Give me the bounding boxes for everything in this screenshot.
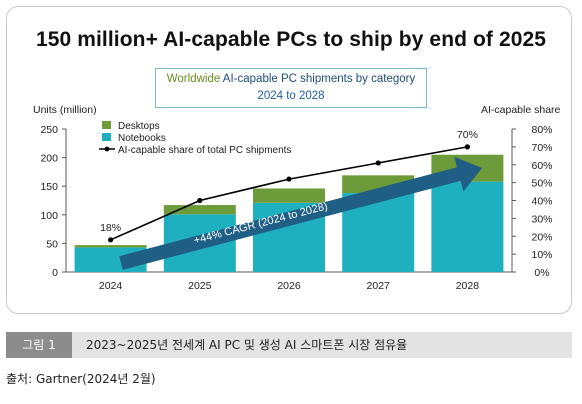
bar-desktops-2025 [163,205,236,215]
legend-label: AI-capable share of total PC shipments [118,145,291,156]
right-tick-label: 40% [531,196,552,208]
left-tick-label: 100 [40,210,58,222]
chart-main-title: 150 million+ AI-capable PCs to ship by e… [35,28,547,51]
x-tick-label: 2028 [456,280,480,292]
subtitle-years: 2024 to 2028 [257,90,325,102]
share-data-label-2024: 18% [100,222,121,234]
subtitle-line-1: Worldwide AI-capable PC shipments by cat… [156,71,426,88]
bar-notebooks-2028 [431,181,504,272]
legend-label: Desktops [118,121,160,132]
left-tick-label: 150 [40,181,58,193]
left-tick-label: 250 [40,124,58,136]
shipments-chart: 0 50 100 150 200 250 0% 10% 20% 30% 40% 50% 60% 70% 80… [33,104,561,292]
left-tick-label: 50 [46,238,58,250]
bar-desktops-2026 [253,188,325,203]
right-tick-label: 70% [531,142,552,154]
legend-swatch-desktops [102,121,111,129]
right-tick-label: 30% [531,213,552,225]
x-tick-label: 2024 [99,280,123,292]
legend-line-marker [104,146,110,152]
share-data-label-2028: 70% [457,129,478,141]
right-tick-label: 20% [531,231,552,243]
chart-subtitle-box: Worldwide AI-capable PC shipments by cat… [155,68,427,108]
right-tick-label: 0% [534,267,549,279]
legend-label: Notebooks [118,133,166,144]
y-axis-title: Units (million) [33,104,97,116]
left-tick-label: 200 [40,153,58,165]
right-tick-label: 80% [531,124,552,136]
subtitle-category: AI-capable PC shipments by category [220,73,416,85]
figure-caption-text: 2023~2025년 전세계 AI PC 및 생성 AI 스마트폰 시장 점유율 [86,338,408,352]
cagr-arrow [119,156,482,270]
x-tick-label: 2026 [277,280,301,292]
bar-desktops-2024 [74,245,147,248]
left-tick-label: 0 [52,267,58,279]
share-point-2024 [108,237,114,243]
x-tick-label: 2027 [367,280,391,292]
share-point-2027 [375,160,381,166]
share-point-2026 [286,176,292,182]
legend-swatch-notebooks [102,133,111,141]
right-tick-label: 50% [531,178,552,190]
right-tick-label: 10% [531,249,552,261]
share-point-2025 [197,197,203,204]
source-note: 출처: Gartner(2024년 2월) [6,372,156,386]
right-tick-label: 60% [531,160,552,172]
y2-axis-title: AI-capable share [481,104,561,116]
figure-caption-bar: 그림 1 2023~2025년 전세계 AI PC 및 생성 AI 스마트폰 시… [6,332,572,358]
figure-number-tag: 그림 1 [6,332,72,358]
subtitle-worldwide: Worldwide [166,73,221,85]
share-point-2028 [464,144,470,150]
x-tick-label: 2025 [188,280,212,292]
